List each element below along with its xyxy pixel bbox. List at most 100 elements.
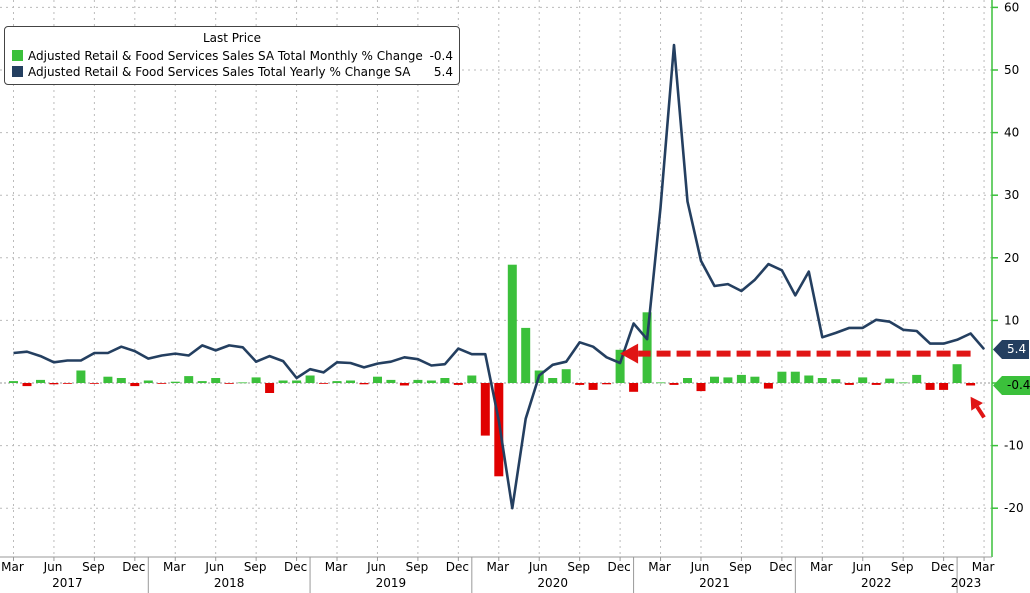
monthly-bar <box>790 371 800 383</box>
x-month-label: Jun <box>43 560 63 574</box>
legend-item-monthly: Adjusted Retail & Food Services Sales SA… <box>12 48 453 63</box>
x-month-label: Dec <box>284 560 307 574</box>
x-month-label: Sep <box>244 560 267 574</box>
monthly-bar <box>656 382 665 384</box>
monthly-bar <box>9 381 18 383</box>
x-month-label: Mar <box>163 560 186 574</box>
x-year-label: 2018 <box>214 576 245 590</box>
monthly-bar <box>575 383 585 385</box>
y-tick-label: 40 <box>1004 126 1019 140</box>
x-month-label: Dec <box>607 560 630 574</box>
x-year-label: 2020 <box>537 576 568 590</box>
monthly-bar <box>629 383 639 392</box>
monthly-bar <box>615 349 625 383</box>
monthly-bar <box>710 376 719 383</box>
monthly-bar <box>103 376 113 383</box>
monthly-bar <box>440 378 450 383</box>
monthly-bar <box>521 327 531 383</box>
x-month-label: Sep <box>82 560 105 574</box>
yearly-change-line <box>13 43 986 510</box>
monthly-bar <box>116 378 126 383</box>
monthly-bar <box>426 380 436 383</box>
x-axis-ticks: Mar Jun Sep Dec Mar Jun Sep Dec Mar Jun Sep Dec Mar J… <box>1 557 994 593</box>
legend-value-yearly: 5.4 <box>433 64 453 79</box>
monthly-bar <box>561 369 571 383</box>
monthly-bar <box>453 383 463 385</box>
monthly-bar <box>925 383 935 390</box>
monthly-bar <box>898 382 908 384</box>
y-tick-label: 60 <box>1004 0 1019 14</box>
monthly-bar <box>844 383 854 385</box>
legend-item-yearly: Adjusted Retail & Food Services Sales To… <box>12 64 453 79</box>
monthly-bar <box>817 378 827 383</box>
x-year-label: 2019 <box>376 576 407 590</box>
monthly-bar <box>804 375 814 383</box>
x-month-label: Mar <box>325 560 348 574</box>
x-month-label: Mar <box>486 560 509 574</box>
monthly-last-value-tag: -0.4 <box>993 376 1030 395</box>
monthly-bar <box>130 383 140 387</box>
arrow-head <box>970 396 983 411</box>
monthly-bar <box>143 380 153 383</box>
monthly-bar <box>22 383 32 387</box>
monthly-bar <box>251 377 261 383</box>
x-year-label: 2022 <box>861 576 892 590</box>
monthly-bar <box>211 378 221 383</box>
monthly-bar <box>373 376 382 383</box>
monthly-bar <box>939 383 949 390</box>
monthly-bar <box>238 382 248 384</box>
arrow-head <box>620 343 639 364</box>
monthly-bar <box>399 383 409 386</box>
y-axis-ticks: -20-100102030405060 <box>992 0 1024 515</box>
monthly-bar <box>871 383 881 385</box>
monthly-bar <box>413 379 423 383</box>
x-month-label: Jun <box>528 560 548 574</box>
y-tick-label: 50 <box>1004 63 1019 77</box>
monthly-bar <box>507 264 517 383</box>
monthly-bar <box>588 383 598 390</box>
monthly-bar <box>642 312 652 383</box>
monthly-bar <box>858 377 868 383</box>
x-year-label: 2017 <box>52 576 83 590</box>
y-tick-label: -10 <box>1004 439 1024 453</box>
monthly-bar <box>319 383 328 384</box>
monthly-bar <box>184 376 194 383</box>
monthly-bar <box>89 383 99 384</box>
monthly-change-bars <box>9 264 976 477</box>
legend-label-monthly: Adjusted Retail & Food Services Sales SA… <box>28 48 423 63</box>
x-month-label: Dec <box>446 560 469 574</box>
legend-value-monthly: -0.4 <box>429 48 453 63</box>
x-month-label: Mar <box>1 560 24 574</box>
annotations <box>620 343 986 419</box>
monthly-bar <box>386 379 396 383</box>
x-month-label: Mar <box>648 560 671 574</box>
monthly-bar <box>736 374 746 383</box>
monthly-bar <box>912 374 922 383</box>
monthly-bar <box>36 379 45 383</box>
monthly-bar <box>359 383 369 385</box>
legend: Last Price Adjusted Retail & Food Servic… <box>4 26 460 85</box>
x-month-label: Sep <box>567 560 590 574</box>
monthly-bar <box>602 383 612 385</box>
legend-label-yearly: Adjusted Retail & Food Services Sales To… <box>28 64 411 79</box>
y-tick-label: 10 <box>1004 313 1019 327</box>
arrow-line <box>975 405 986 419</box>
x-month-label: Mar <box>810 560 833 574</box>
x-month-label: Sep <box>891 560 914 574</box>
x-month-label: Jun <box>204 560 224 574</box>
x-month-label: Sep <box>406 560 429 574</box>
yearly-last-value-tag: 5.4 <box>993 340 1029 359</box>
monthly-bar <box>966 383 976 386</box>
x-year-label: 2021 <box>699 576 730 590</box>
monthly-bar <box>480 383 490 436</box>
monthly-bar <box>76 370 86 383</box>
monthly-bar <box>669 383 679 385</box>
monthly-bar <box>265 383 275 393</box>
monthly-bar <box>763 383 773 389</box>
monthly-bar <box>777 371 787 383</box>
x-month-label: Dec <box>931 560 954 574</box>
monthly-bar <box>683 378 692 383</box>
x-month-label: Sep <box>729 560 752 574</box>
x-year-label: 2023 <box>951 576 982 590</box>
